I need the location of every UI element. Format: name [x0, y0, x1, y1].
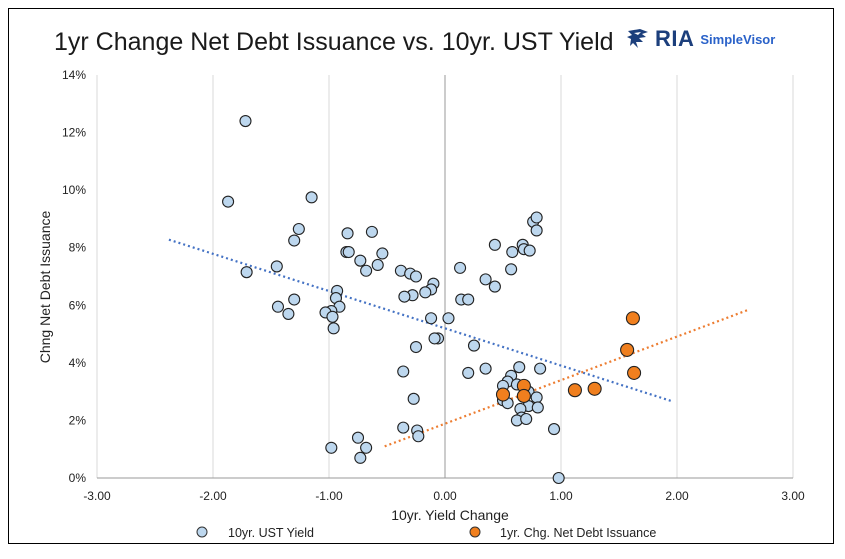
point-ust-yield: [292, 222, 305, 236]
logo-simplevisor-text: SimpleVisor: [700, 31, 776, 47]
gridlines: [96, 75, 794, 478]
point-ust-yield: [425, 312, 438, 325]
y-tick-label: 4%: [69, 356, 87, 370]
point-ust-yield: [270, 260, 283, 273]
point-ust-yield: [531, 401, 544, 414]
point-ust-yield: [326, 310, 339, 323]
y-tick-label: 12%: [62, 126, 86, 140]
point-ust-yield: [271, 300, 285, 313]
point-ust-yield: [505, 263, 518, 276]
point-ust-yield: [398, 290, 411, 303]
trendlines: [168, 238, 750, 448]
legend-marker-net-debt: [469, 526, 481, 538]
point-ust-yield: [530, 211, 543, 224]
point-ust-yield: [479, 273, 492, 286]
x-tick-label: 2.00: [665, 489, 689, 503]
ria-logo: RIA SimpleVisor: [626, 26, 775, 52]
x-tick-label: 0.00: [433, 489, 457, 503]
x-axis-title: 10yr. Yield Change: [391, 507, 509, 523]
point-ust-yield: [376, 247, 389, 260]
point-ust-yield: [360, 441, 373, 454]
chart-title: 1yr Change Net Debt Issuance vs. 10yr. U…: [54, 28, 614, 56]
point-ust-yield: [534, 362, 547, 375]
point-ust-yield: [454, 261, 467, 274]
y-tick-label: 10%: [62, 183, 86, 197]
x-tick-label: 3.00: [781, 489, 805, 503]
point-ust-yield: [488, 280, 501, 293]
trendline-series-0: [168, 238, 674, 403]
trendline-series-1: [384, 308, 750, 448]
y-tick-label: 8%: [69, 241, 87, 255]
point-ust-yield: [479, 362, 492, 375]
y-tick-label: 14%: [62, 68, 86, 82]
tick-labels: -3.00 -2.00 -1.00 0.00 1.00 2.00 3.00 0% 2% 4% 6% 8…: [62, 68, 805, 503]
point-net-debt: [627, 365, 642, 380]
point-ust-yield: [419, 286, 432, 299]
point-ust-yield: [547, 423, 561, 436]
point-ust-yield: [239, 115, 252, 128]
point-ust-yield: [397, 421, 410, 434]
point-ust-yield: [513, 361, 526, 374]
point-ust-yield: [327, 322, 340, 335]
y-tick-label: 2%: [69, 413, 87, 427]
point-ust-yield: [506, 245, 519, 259]
x-tick-label: -3.00: [83, 489, 111, 503]
point-ust-yield: [412, 430, 425, 443]
point-ust-yield: [530, 224, 543, 237]
point-ust-yield: [467, 339, 481, 352]
point-ust-yield: [325, 441, 338, 454]
x-tick-label: -2.00: [199, 489, 227, 503]
x-tick-label: -1.00: [315, 489, 343, 503]
point-net-debt: [625, 311, 640, 326]
point-net-debt: [587, 381, 602, 396]
point-net-debt: [567, 383, 582, 398]
point-ust-yield: [520, 412, 533, 426]
y-axis-title: Chng Net Debt Issuance: [37, 211, 53, 364]
legend: 10yr. UST Yield 1yr. Chg. Net Debt Issua…: [196, 526, 656, 540]
y-tick-label: 0%: [69, 471, 87, 485]
point-ust-yield: [397, 365, 410, 378]
point-ust-yield: [523, 244, 536, 257]
point-ust-yield: [305, 191, 318, 204]
x-tick-label: 1.00: [549, 489, 573, 503]
point-ust-yield: [530, 391, 543, 404]
point-ust-yield: [360, 264, 373, 277]
y-tick-label: 6%: [69, 298, 87, 312]
point-ust-yield: [488, 238, 501, 251]
point-ust-yield: [341, 227, 354, 240]
eagle-icon: [627, 29, 648, 48]
point-net-debt: [495, 387, 511, 402]
point-ust-yield: [354, 254, 367, 267]
point-net-debt: [620, 342, 635, 357]
point-ust-yield: [288, 234, 301, 247]
data-points: [222, 115, 642, 485]
point-ust-yield: [428, 332, 441, 345]
axes: [97, 75, 793, 479]
point-ust-yield: [552, 471, 565, 485]
point-ust-yield: [442, 312, 455, 325]
point-ust-yield: [240, 266, 253, 279]
point-ust-yield: [222, 195, 235, 208]
point-ust-yield: [351, 431, 365, 444]
legend-marker-ust-yield: [196, 526, 208, 538]
point-ust-yield: [354, 451, 367, 464]
point-ust-yield: [462, 366, 475, 379]
point-ust-yield: [365, 225, 378, 238]
logo-ria-text: RIA: [655, 26, 695, 51]
point-ust-yield: [371, 258, 384, 272]
point-ust-yield: [409, 270, 423, 283]
point-ust-yield: [342, 245, 355, 259]
point-ust-yield: [462, 293, 475, 306]
point-ust-yield: [288, 293, 301, 306]
legend-label-ust-yield: 10yr. UST Yield: [228, 526, 314, 540]
point-ust-yield: [409, 340, 423, 354]
point-ust-yield: [282, 307, 295, 320]
legend-label-net-debt: 1yr. Chg. Net Debt Issuance: [500, 526, 656, 540]
point-net-debt: [516, 388, 531, 404]
point-ust-yield: [407, 392, 420, 405]
